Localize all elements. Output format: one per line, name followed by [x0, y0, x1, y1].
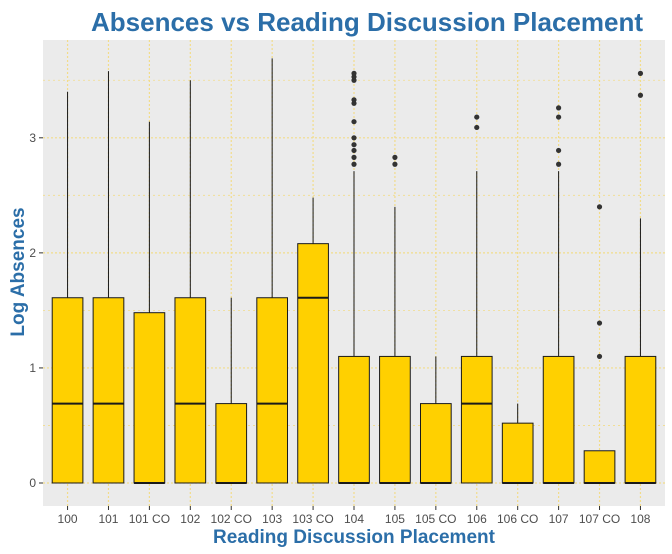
- y-tick-label: 2: [29, 246, 36, 260]
- outlier-point: [596, 353, 603, 360]
- outlier-point: [474, 114, 480, 120]
- x-tick-label: 105: [385, 512, 405, 526]
- outlier-point: [556, 105, 562, 111]
- box-102: [174, 80, 207, 484]
- y-tick-label: 0: [29, 476, 36, 490]
- x-axis-title: Reading Discussion Placement: [213, 527, 496, 548]
- x-tick-label: 102 CO: [211, 512, 252, 526]
- x-tick-label: 104: [344, 512, 364, 526]
- x-tick-label: 107 CO: [579, 512, 620, 526]
- outlier-point: [351, 70, 357, 76]
- box-body: [92, 297, 125, 484]
- outlier-point: [351, 119, 357, 125]
- box-101: [92, 71, 125, 484]
- y-tick-label: 3: [29, 131, 36, 145]
- box-body: [256, 297, 289, 484]
- x-tick-label: 107: [549, 512, 569, 526]
- box-106: [460, 114, 493, 484]
- box-105-co: [419, 356, 452, 484]
- outlier-point: [392, 161, 398, 167]
- box-body: [338, 355, 370, 484]
- box-101-co: [133, 121, 166, 484]
- box-body: [460, 355, 493, 484]
- outlier-point: [556, 161, 562, 167]
- x-tick-label: 108: [630, 512, 650, 526]
- box-body: [583, 450, 616, 484]
- box-body: [51, 297, 84, 484]
- outlier-point: [474, 124, 480, 131]
- box-body: [133, 312, 166, 484]
- chart-title: Absences vs Reading Discussion Placement: [91, 7, 643, 37]
- box-body: [297, 243, 329, 484]
- box-body: [419, 403, 452, 484]
- box-body: [174, 297, 207, 484]
- outlier-point: [351, 161, 357, 167]
- outlier-point: [596, 204, 603, 210]
- x-tick-label: 101 CO: [129, 512, 170, 526]
- box-105: [379, 154, 411, 484]
- box-body: [624, 355, 657, 484]
- outlier-point: [556, 147, 562, 154]
- x-tick-label: 101: [98, 512, 118, 526]
- boxes: [51, 58, 657, 484]
- y-tick-label: 1: [29, 361, 36, 375]
- outlier-point: [351, 97, 357, 103]
- y-axis-title: Log Absences: [8, 207, 29, 336]
- box-100: [51, 91, 84, 484]
- outlier-point: [392, 154, 398, 160]
- outlier-point: [637, 70, 644, 76]
- box-body: [542, 355, 575, 484]
- box-106-co: [501, 403, 534, 484]
- box-103-co: [297, 197, 329, 484]
- outlier-point: [556, 114, 562, 120]
- x-tick-label: 103 CO: [292, 512, 333, 526]
- box-body: [215, 403, 248, 484]
- outlier-point: [637, 92, 644, 98]
- x-tick-label: 105 CO: [415, 512, 456, 526]
- outlier-point: [351, 154, 357, 160]
- box-104: [338, 70, 370, 484]
- box-102-co: [215, 297, 248, 484]
- x-tick-label: 100: [58, 512, 78, 526]
- box-107: [542, 105, 575, 484]
- box-body: [379, 355, 411, 484]
- box-107-co: [583, 204, 616, 484]
- outlier-point: [351, 135, 357, 141]
- outlier-point: [596, 320, 603, 326]
- x-axis-ticks: 100 101 101 CO 102 102 CO 103 103 CO 104 105 105 …: [58, 506, 651, 526]
- outlier-point: [351, 142, 357, 148]
- x-tick-label: 103: [262, 512, 282, 526]
- y-axis-ticks: 0 1 2 3: [29, 131, 43, 490]
- outlier-point: [351, 147, 357, 154]
- x-tick-label: 106 CO: [497, 512, 538, 526]
- box-103: [256, 58, 289, 484]
- x-tick-label: 106: [467, 512, 487, 526]
- box-body: [501, 422, 534, 484]
- x-tick-label: 102: [180, 512, 200, 526]
- box-108: [624, 70, 657, 484]
